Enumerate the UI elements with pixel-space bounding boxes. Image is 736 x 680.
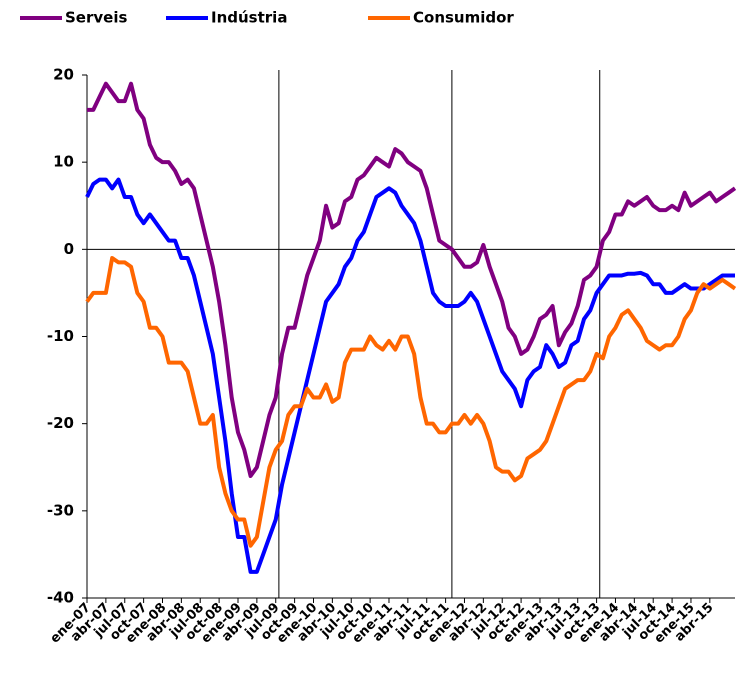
legend-label: Indústria [211,9,287,27]
y-tick-label: -40 [47,589,74,607]
y-tick-label: 0 [64,240,74,258]
series-line [85,256,736,548]
series-line [85,177,735,574]
legend: Serveis Indústria Consumidor [20,9,514,27]
y-tick-label: -20 [47,414,74,432]
y-tick-label: -10 [47,327,74,345]
legend-label: Serveis [65,9,127,27]
y-tick-label: 20 [53,66,74,84]
series-line [87,81,736,478]
y-tick-label: -30 [47,501,74,519]
y-tick-label: 10 [53,153,74,171]
legend-label: Consumidor [413,9,514,27]
